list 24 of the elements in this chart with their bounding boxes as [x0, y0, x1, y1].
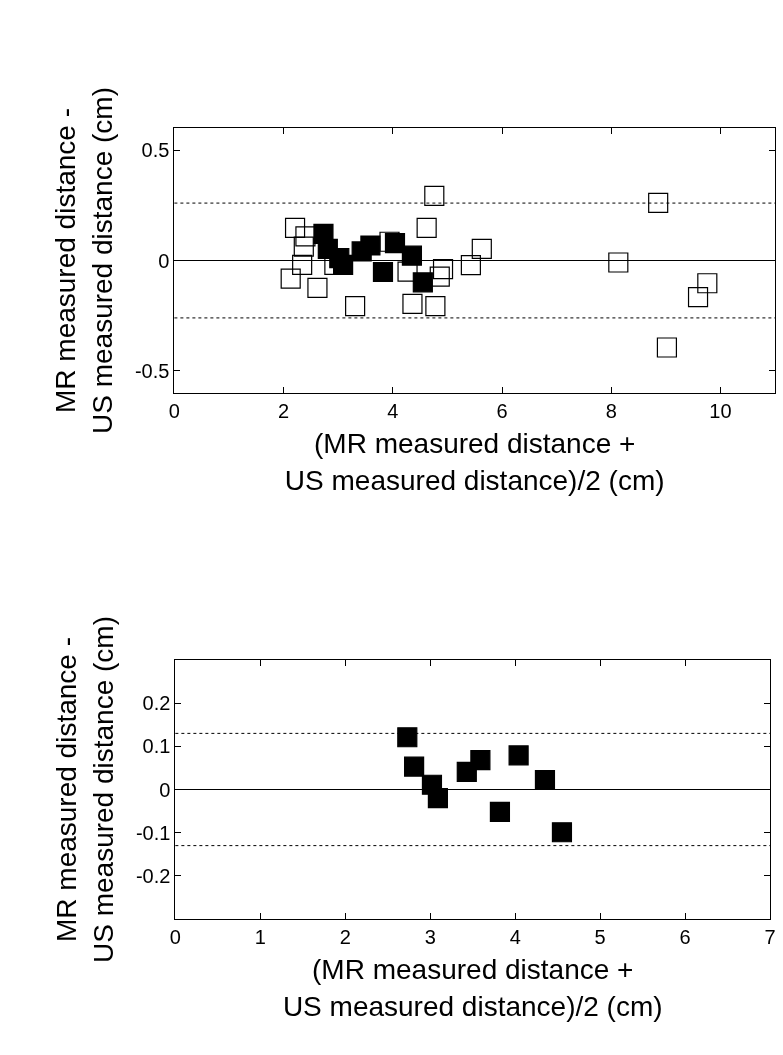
x-axis-title: (MR measured distance + US measured distance)/2 (cm) [284, 428, 665, 496]
y-tick-label: 0 [158, 249, 170, 272]
y-axis-title: MR measured distance - US measured distance (cm) [51, 615, 119, 964]
x-tick-label: 1 [254, 926, 266, 948]
x-tick-label: 10 [709, 400, 732, 422]
y-tick-label: -0.1 [135, 821, 171, 844]
x-tick-label: 8 [605, 400, 617, 422]
x-tick-label: 4 [509, 926, 521, 948]
x-tick-label: 6 [679, 926, 691, 948]
y-tick-label: 0.5 [141, 139, 170, 162]
y-tick-label: 0.2 [142, 692, 171, 715]
x-tick-label: 3 [424, 926, 436, 948]
y-tick-label: -0.5 [134, 359, 170, 382]
x-tick-label: 5 [594, 926, 606, 948]
y-tick-label: 0 [159, 778, 171, 801]
x-tick-label: 4 [387, 400, 399, 422]
x-tick-label: 6 [496, 400, 508, 422]
y-axis-title: MR measured distance - US measured distance (cm) [50, 86, 118, 435]
x-tick-label: 2 [339, 926, 351, 948]
x-tick-label: 2 [278, 400, 290, 422]
x-axis-title: (MR measured distance + US measured distance)/2 (cm) [282, 954, 663, 1022]
y-tick-label: -0.2 [135, 864, 171, 887]
y-tick-label: 0.1 [142, 735, 171, 758]
x-tick-label: 7 [764, 926, 776, 948]
